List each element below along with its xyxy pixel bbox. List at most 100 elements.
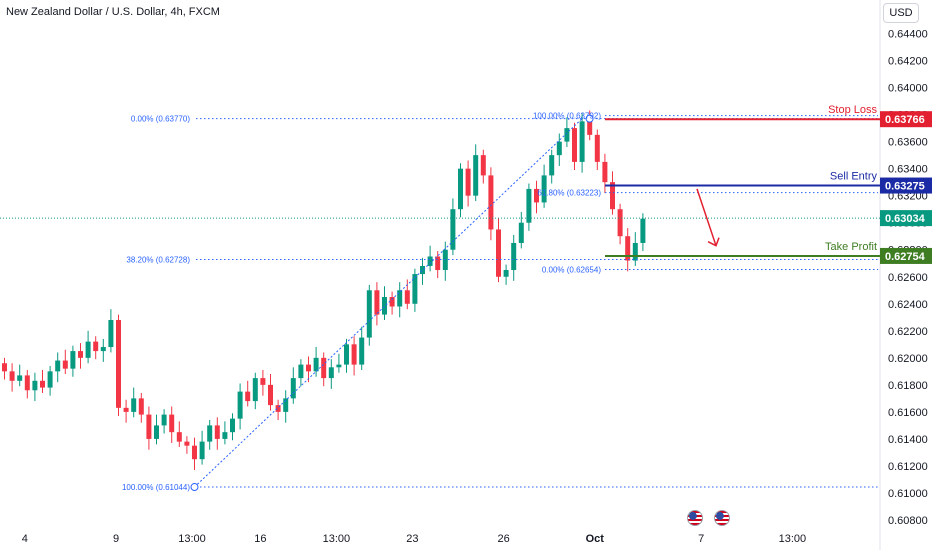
candle — [640, 218, 646, 243]
candle — [625, 236, 631, 261]
trade-level-tag — [880, 111, 932, 128]
candle — [283, 398, 289, 412]
x-tick-label: 13:00 — [323, 533, 351, 545]
y-tick-label: 0.62600 — [888, 272, 928, 284]
candle — [465, 168, 471, 196]
candle — [306, 364, 311, 372]
candle — [252, 378, 258, 402]
currency-button[interactable]: USD — [883, 3, 919, 23]
y-tick-label: 0.63600 — [888, 137, 928, 149]
candle — [17, 375, 23, 381]
candle — [237, 391, 243, 419]
trade-level-name: Sell Entry — [830, 171, 878, 183]
candle — [32, 380, 38, 391]
candle — [587, 121, 593, 135]
candle — [579, 121, 585, 162]
y-tick-label: 0.64000 — [888, 83, 928, 95]
projection-arrow-head — [707, 237, 720, 247]
y-tick-label: 0.62200 — [888, 326, 928, 338]
fib-level-label: 61.80% (0.63223) — [537, 189, 601, 198]
candle — [420, 265, 425, 275]
candle — [321, 357, 327, 379]
x-tick-label: 9 — [113, 533, 119, 545]
candle — [268, 384, 273, 406]
candle — [146, 414, 152, 439]
candle — [131, 398, 137, 412]
candle — [100, 347, 106, 352]
candle — [24, 375, 30, 391]
y-tick-label: 0.60800 — [888, 515, 928, 527]
y-tick-label: 0.63200 — [888, 191, 928, 203]
candle — [617, 209, 623, 237]
candle — [85, 341, 91, 358]
candle — [275, 405, 281, 412]
candle — [450, 209, 456, 250]
candle — [572, 128, 577, 162]
candle — [47, 371, 53, 388]
candle — [214, 425, 220, 439]
candle — [169, 414, 175, 433]
candle — [222, 432, 228, 439]
trade-level-price: 0.63275 — [885, 181, 925, 193]
candle — [192, 445, 197, 460]
candle — [123, 407, 129, 412]
candle — [458, 168, 463, 210]
candle — [382, 297, 387, 315]
candle — [389, 297, 395, 307]
candle — [70, 351, 76, 369]
candle — [610, 182, 615, 210]
candle — [632, 242, 638, 261]
y-tick-label: 0.63400 — [888, 164, 928, 176]
candle — [108, 320, 114, 348]
candle — [397, 290, 403, 307]
candle — [62, 360, 68, 369]
fib-level-label: 0.00% (0.63770) — [131, 115, 190, 124]
candle — [313, 357, 319, 372]
candle — [564, 128, 570, 142]
x-tick-label: 4 — [22, 533, 28, 545]
x-tick-label: 13:00 — [178, 533, 206, 545]
y-tick-label: 0.61400 — [888, 434, 928, 446]
candle — [336, 364, 342, 368]
y-tick-label: 0.64400 — [888, 29, 928, 41]
candle — [328, 367, 334, 379]
trade-level-name: Stop Loss — [828, 104, 877, 116]
us-flag-icon[interactable] — [714, 510, 730, 526]
candle — [184, 441, 190, 446]
fib-anchor-point — [190, 483, 199, 492]
candle — [488, 175, 494, 230]
candle — [245, 391, 251, 402]
candle — [374, 290, 380, 315]
candle — [556, 141, 562, 156]
candle — [55, 360, 61, 372]
x-tick-label: 13:00 — [779, 533, 807, 545]
candle — [412, 274, 418, 304]
candle — [161, 414, 167, 426]
y-tick-label: 0.64200 — [888, 56, 928, 68]
x-tick-label: 7 — [698, 533, 704, 545]
candle — [199, 441, 205, 460]
candle — [518, 222, 524, 243]
candle — [93, 341, 99, 352]
candle — [366, 290, 372, 338]
chart-title: New Zealand Dollar / U.S. Dollar, 4h, FX… — [6, 6, 220, 18]
candle — [511, 242, 517, 270]
candle — [40, 380, 45, 388]
x-tick-label: 16 — [254, 533, 266, 545]
y-tick-label: 0.61600 — [888, 407, 928, 419]
trade-level-price: 0.63766 — [885, 114, 925, 126]
candle — [9, 371, 15, 381]
us-flag-icon[interactable] — [687, 510, 703, 526]
candle — [435, 256, 441, 270]
fib-level-label: 100.00% (0.61044) — [122, 483, 190, 492]
x-tick-label: Oct — [586, 533, 605, 545]
candle — [116, 320, 121, 408]
candle — [602, 161, 608, 183]
fib-level-label: 0.00% (0.62654) — [542, 265, 601, 274]
candle — [473, 155, 479, 196]
trade-level-price: 0.62754 — [885, 251, 926, 263]
candle — [351, 344, 357, 365]
y-tick-label: 0.61200 — [888, 461, 928, 473]
candle — [154, 425, 159, 439]
